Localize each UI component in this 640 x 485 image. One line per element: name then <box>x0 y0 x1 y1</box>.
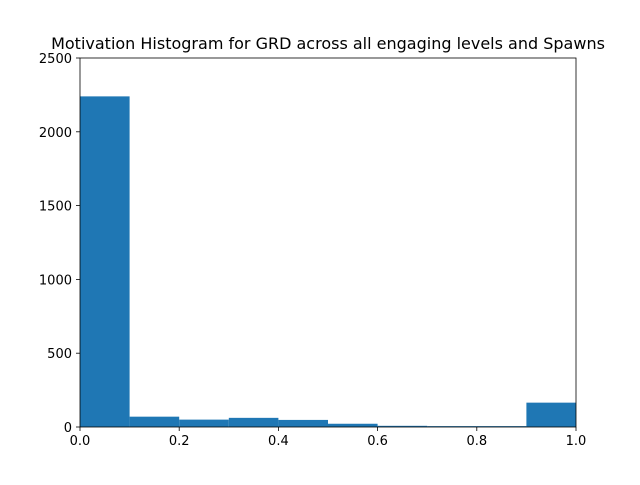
x-tick-label: 0.0 <box>70 434 91 449</box>
bars-layer <box>80 96 576 427</box>
y-tick-label: 2000 <box>39 126 72 141</box>
y-tick-label: 2500 <box>39 52 72 67</box>
x-tick-label: 0.6 <box>367 434 388 449</box>
histogram-bar <box>476 426 527 427</box>
plot-frame <box>79 57 577 428</box>
y-tick-label: 1000 <box>39 273 72 288</box>
histogram-bar <box>427 426 477 427</box>
y-tick-label: 0 <box>64 421 72 436</box>
x-tick-label: 0.8 <box>466 434 487 449</box>
chart-title: Motivation Histogram for GRD across all … <box>51 34 605 53</box>
histogram-bar <box>377 425 428 427</box>
x-tick-label: 0.4 <box>268 434 289 449</box>
x-tick-label: 1.0 <box>566 434 587 449</box>
histogram-bar <box>179 419 229 427</box>
histogram-bar <box>80 96 130 427</box>
y-tick-label: 1500 <box>39 200 72 215</box>
axes-layer: 0.0 0.2 0.4 0.6 0.8 1.0 0 500 1000 1500 2000 2500 <box>39 52 586 449</box>
histogram-bar <box>228 417 279 427</box>
histogram-bar <box>278 419 328 427</box>
y-tick-label: 500 <box>47 347 72 362</box>
histogram-bar <box>129 416 180 427</box>
x-tick-label: 0.2 <box>169 434 190 449</box>
histogram-bar <box>328 423 378 427</box>
histogram-bar <box>526 402 576 427</box>
